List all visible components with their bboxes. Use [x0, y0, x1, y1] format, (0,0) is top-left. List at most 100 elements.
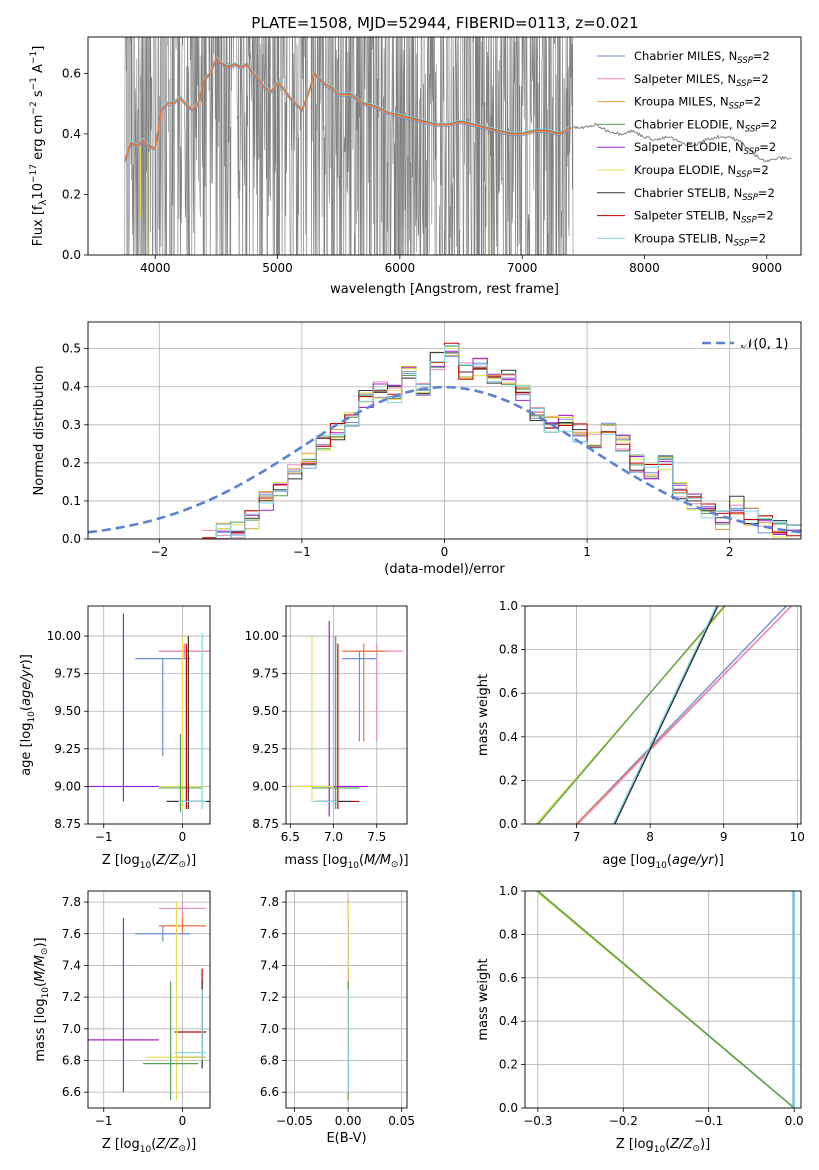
y-tick-label: 1.0 — [499, 884, 518, 898]
x-tick-label: 4000 — [140, 261, 171, 275]
x-axis-label: age [log10(age/yr)] — [602, 853, 724, 871]
age-vs-mass-plot-area — [290, 621, 403, 817]
x-tick-label: 7.5 — [367, 830, 386, 844]
axes-frame — [87, 605, 211, 825]
y-tick-label: 7.6 — [260, 927, 279, 941]
y-tick-label: 1.0 — [499, 599, 518, 613]
residuals-chart: −2 −1 0 1 2 0.0 0.1 0.2 0.3 0.4 0.5 (data-model)/er… — [32, 321, 802, 577]
model-spectrum-line — [123, 56, 572, 162]
age-vs-Z-chart: −1 0 8.75 9.00 9.25 9.50 9.75 10.00 Z [log10(Z/Z… — [19, 605, 211, 871]
legend-label: Kroupa STELIB, NSSP=2 — [634, 231, 766, 248]
y-tick-label: 0.4 — [499, 1014, 518, 1028]
y-tick-label: 0.0 — [499, 1101, 518, 1115]
mass-weight-vs-age-plot-area — [535, 606, 792, 824]
y-tick-label: 7.2 — [62, 990, 81, 1004]
legend-label: Chabrier STELIB, NSSP=2 — [634, 186, 775, 203]
spectrum-chart: 4000 5000 6000 7000 8000 9000 0.0 0.2 0.4 0.6 wave… — [29, 36, 802, 297]
y-tick-label: 7.4 — [62, 958, 81, 972]
x-axis-label: Z [log10(Z/Z⊙)] — [102, 1137, 196, 1155]
model-spectrum-line — [124, 55, 572, 160]
x-tick-label: 7000 — [507, 261, 538, 275]
y-tick-label: 8.75 — [252, 817, 279, 831]
axes-frame — [87, 36, 802, 256]
y-tick-label: 0.6 — [499, 971, 518, 985]
y-tick-label: 0.6 — [499, 686, 518, 700]
spectrum-plot-area — [123, 37, 792, 255]
mass-vs-EBV-chart: −0.05 0.00 0.05 6.6 6.8 7.0 7.2 7.4 7.6 7.8 E(B-V) — [260, 890, 415, 1146]
y-tick-label: 6.6 — [62, 1085, 81, 1099]
y-tick-label: 10.00 — [47, 629, 81, 643]
observed-spectrum-line — [124, 37, 574, 255]
age-vs-mass-chart: 6.5 7.0 7.5 8.75 9.00 9.25 9.50 9.75 10.00 mass [… — [245, 605, 409, 871]
y-tick-label: 0.2 — [62, 187, 81, 201]
x-tick-label: −1 — [95, 1114, 113, 1128]
y-axis-label: mass [log10(M/M⊙)] — [33, 937, 51, 1061]
legend-label: Chabrier ELODIE, NSSP=2 — [634, 117, 777, 134]
x-tick-label: 0 — [179, 830, 187, 844]
mass-weight-line — [537, 606, 726, 824]
y-tick-label: 7.2 — [260, 990, 279, 1004]
x-tick-label: −1 — [95, 830, 113, 844]
x-tick-label: −1 — [293, 545, 311, 559]
y-tick-label: 0.0 — [499, 817, 518, 831]
mass-weight-line — [612, 606, 718, 824]
x-tick-label: −0.05 — [276, 1114, 313, 1128]
x-tick-label: 0.00 — [335, 1114, 362, 1128]
y-tick-label: 7.8 — [62, 895, 81, 909]
y-tick-label: 8.75 — [54, 817, 81, 831]
figure-title: PLATE=1508, MJD=52944, FIBERID=0113, z=0… — [251, 14, 638, 32]
y-tick-label: 6.8 — [62, 1053, 81, 1067]
x-axis-label: wavelength [Angstrom, rest frame] — [330, 282, 559, 297]
x-axis-label: Z [log10(Z/Z⊙)] — [616, 1137, 710, 1155]
axes-frame — [524, 605, 802, 825]
x-tick-label: 7 — [573, 830, 581, 844]
x-tick-label: −0.3 — [523, 1114, 552, 1128]
y-tick-label: 0.8 — [499, 927, 518, 941]
x-tick-label: 5000 — [262, 261, 293, 275]
y-tick-label: 0.6 — [62, 66, 81, 80]
x-tick-label: −0.1 — [694, 1114, 723, 1128]
y-tick-label: 7.0 — [260, 1022, 279, 1036]
mass-weight-line — [537, 891, 795, 1108]
y-tick-label: 0.1 — [62, 494, 81, 508]
x-tick-label: 0.0 — [785, 1114, 804, 1128]
y-tick-label: 0.0 — [62, 248, 81, 262]
x-tick-label: 0 — [179, 1114, 187, 1128]
x-tick-label: 8000 — [629, 261, 660, 275]
mass-weight-vs-Z-plot-area — [535, 891, 795, 1108]
mass-vs-Z-plot-area — [88, 902, 207, 1101]
y-tick-label: 9.25 — [252, 742, 279, 756]
mass-weight-vs-age-chart: 7 8 9 10 0.0 0.2 0.4 0.6 0.8 1.0 age [log10(age/yr… — [476, 599, 805, 871]
x-tick-label: 6000 — [385, 261, 416, 275]
y-tick-label: 0.4 — [62, 127, 81, 141]
y-tick-label: 9.00 — [54, 779, 81, 793]
y-tick-label: 7.0 — [62, 1022, 81, 1036]
residuals-plot-area — [88, 342, 801, 539]
y-tick-label: 9.00 — [252, 779, 279, 793]
legend-label: Salpeter ELODIE, NSSP=2 — [634, 140, 776, 157]
x-axis-label: E(B-V) — [326, 1131, 366, 1146]
x-tick-label: 1 — [583, 545, 591, 559]
y-tick-label: 0.2 — [499, 773, 518, 787]
y-tick-label: 6.8 — [260, 1053, 279, 1067]
x-tick-label: 6.5 — [281, 830, 300, 844]
legend-label: Chabrier MILES, NSSP=2 — [634, 49, 770, 66]
x-tick-label: 8 — [646, 830, 654, 844]
x-tick-label: 0.05 — [388, 1114, 415, 1128]
axes-frame — [524, 890, 802, 1109]
y-tick-label: 0.8 — [499, 643, 518, 657]
y-tick-label: 0.2 — [499, 1058, 518, 1072]
x-tick-label: −0.2 — [609, 1114, 638, 1128]
observed-spectrum-line — [573, 122, 792, 163]
y-tick-label: 9.50 — [54, 704, 81, 718]
legend-label: Salpeter MILES, NSSP=2 — [634, 72, 769, 89]
legend-label: 𝒩(0, 1) — [741, 337, 788, 352]
y-tick-label: 10.00 — [245, 629, 279, 643]
y-axis-label: age [log10(age/yr)] — [19, 654, 37, 776]
y-tick-label: 9.75 — [54, 667, 81, 681]
y-tick-label: 7.8 — [260, 895, 279, 909]
y-axis-label: mass weight — [476, 958, 491, 1040]
y-axis-label: Flux [fλ10−17 erg cm−2 s−1 A−1] — [29, 46, 49, 247]
legend-label: Kroupa ELODIE, NSSP=2 — [634, 163, 769, 180]
x-axis-label: Z [log10(Z/Z⊙)] — [102, 853, 196, 871]
